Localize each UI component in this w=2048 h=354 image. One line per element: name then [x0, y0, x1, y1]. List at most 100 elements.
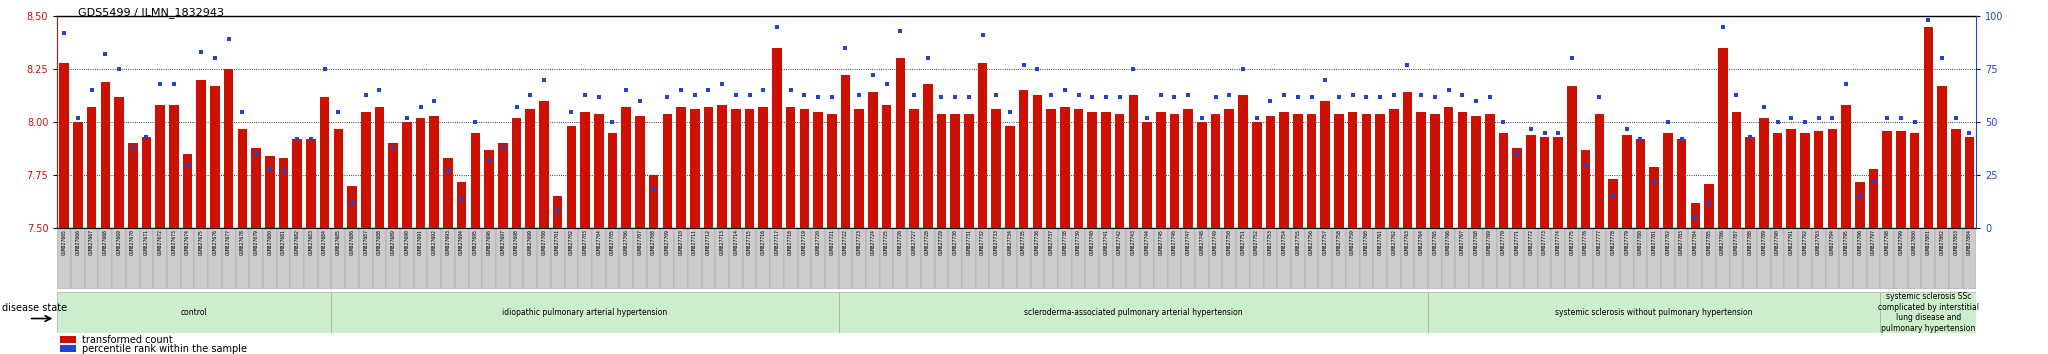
Point	[911, 56, 944, 61]
Text: GSM827778: GSM827778	[1610, 229, 1616, 255]
Bar	[1376, 114, 1384, 228]
Bar	[1497, 228, 1509, 289]
Bar	[608, 133, 616, 228]
Bar	[1249, 228, 1264, 289]
Text: GSM827742: GSM827742	[1116, 229, 1122, 255]
Bar	[950, 114, 961, 228]
Point	[788, 92, 821, 97]
Bar	[1757, 228, 1772, 289]
Text: GSM827682: GSM827682	[295, 229, 299, 255]
Point	[748, 87, 780, 93]
Bar	[743, 228, 756, 289]
Bar	[1581, 150, 1591, 228]
Bar	[276, 228, 291, 289]
Text: GSM827703: GSM827703	[582, 229, 588, 255]
Point	[487, 145, 520, 150]
Text: GSM827802: GSM827802	[1939, 229, 1944, 255]
Point	[225, 109, 258, 114]
Bar	[717, 105, 727, 228]
Point	[76, 87, 109, 93]
Point	[1022, 66, 1055, 72]
Point	[1253, 98, 1286, 104]
Point	[1186, 115, 1219, 121]
Text: GSM827683: GSM827683	[309, 229, 313, 255]
Bar	[1331, 228, 1346, 289]
Point	[1171, 92, 1204, 97]
Bar	[389, 143, 397, 228]
Bar	[770, 228, 784, 289]
Text: GSM827729: GSM827729	[938, 229, 944, 255]
Text: GSM827794: GSM827794	[1831, 229, 1835, 255]
Bar	[1579, 228, 1593, 289]
Text: GSM827799: GSM827799	[1898, 229, 1903, 255]
Point	[1542, 130, 1575, 136]
Bar	[1128, 95, 1139, 228]
Point	[117, 145, 150, 150]
Bar	[1360, 228, 1374, 289]
Bar	[1661, 228, 1675, 289]
Text: GSM827665: GSM827665	[61, 229, 68, 255]
Bar	[1538, 228, 1552, 289]
Text: GSM827670: GSM827670	[131, 229, 135, 255]
Bar	[647, 228, 659, 289]
Bar	[84, 228, 98, 289]
Bar	[1153, 228, 1167, 289]
Point	[336, 200, 369, 206]
Bar	[1442, 228, 1456, 289]
Text: systemic sclerosis SSc
complicated by interstitial
lung disease and
pulmonary hy: systemic sclerosis SSc complicated by in…	[1878, 292, 1978, 332]
Text: GSM827674: GSM827674	[184, 229, 190, 255]
Bar	[907, 228, 922, 289]
Bar	[510, 228, 524, 289]
Bar	[293, 139, 301, 228]
Text: GSM827694: GSM827694	[459, 229, 465, 255]
Point	[350, 92, 383, 97]
Bar	[1319, 228, 1331, 289]
Bar	[963, 228, 975, 289]
Point	[1954, 130, 1987, 136]
Point	[1446, 92, 1479, 97]
Text: GSM827755: GSM827755	[1294, 229, 1300, 255]
Point	[774, 87, 807, 93]
Point	[610, 87, 643, 93]
Bar	[948, 228, 963, 289]
Bar	[965, 114, 973, 228]
Bar	[1210, 114, 1221, 228]
Bar	[1417, 112, 1425, 228]
Text: GSM827691: GSM827691	[418, 229, 424, 255]
Text: GSM827800: GSM827800	[1913, 229, 1917, 255]
Bar	[1458, 112, 1466, 228]
Text: GSM827753: GSM827753	[1268, 229, 1274, 255]
Bar	[1688, 228, 1702, 289]
Point	[1034, 92, 1067, 97]
Bar	[676, 107, 686, 228]
Bar	[1059, 228, 1071, 289]
Point	[1063, 92, 1096, 97]
Bar	[1675, 228, 1688, 289]
Text: GSM827695: GSM827695	[473, 229, 477, 255]
Bar	[1006, 126, 1014, 228]
Bar	[1567, 86, 1577, 228]
Bar	[1622, 135, 1632, 228]
Bar	[1184, 109, 1194, 228]
Text: GSM827804: GSM827804	[1966, 229, 1972, 255]
Text: GSM827696: GSM827696	[487, 229, 492, 255]
Bar	[348, 186, 356, 228]
Text: GSM827771: GSM827771	[1516, 229, 1520, 255]
Bar	[1743, 228, 1757, 289]
Bar	[1552, 228, 1565, 289]
Text: GSM827793: GSM827793	[1817, 229, 1821, 255]
Bar	[729, 228, 743, 289]
Bar	[1305, 228, 1319, 289]
Bar	[319, 97, 330, 228]
Text: GSM827713: GSM827713	[719, 229, 725, 255]
Text: GSM827767: GSM827767	[1460, 229, 1464, 255]
Bar	[659, 228, 674, 289]
Point	[870, 81, 903, 87]
Text: GSM827765: GSM827765	[1432, 229, 1438, 255]
Point	[377, 145, 410, 150]
Point	[1802, 115, 1835, 121]
Text: GSM827723: GSM827723	[856, 229, 862, 255]
Bar	[197, 80, 207, 228]
Bar	[154, 228, 168, 289]
Bar	[317, 228, 332, 289]
